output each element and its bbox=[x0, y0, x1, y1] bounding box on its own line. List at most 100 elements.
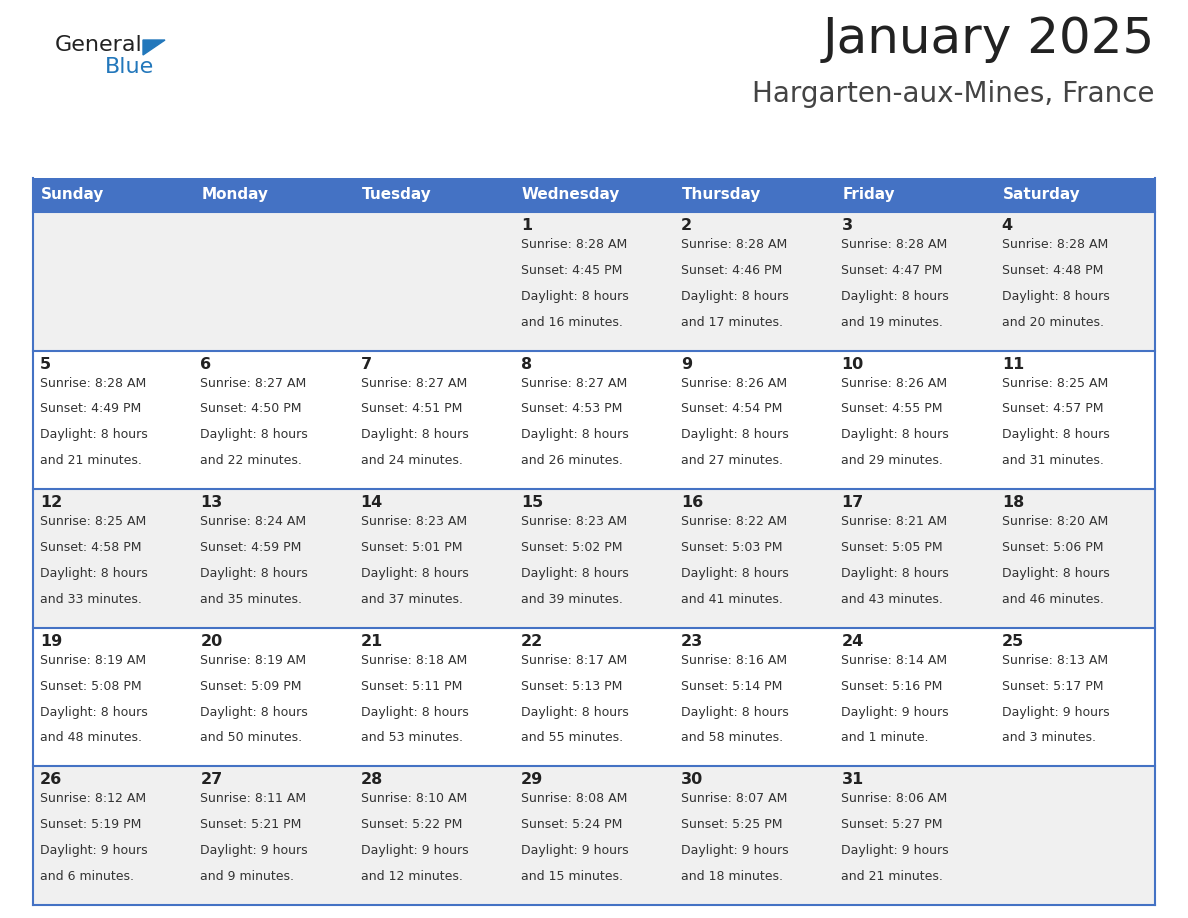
Text: Daylight: 9 hours: Daylight: 9 hours bbox=[40, 845, 147, 857]
Text: 3: 3 bbox=[841, 218, 853, 233]
Text: Saturday: Saturday bbox=[1003, 187, 1080, 203]
Text: 5: 5 bbox=[40, 356, 51, 372]
Text: Monday: Monday bbox=[201, 187, 268, 203]
Text: Sunset: 5:13 PM: Sunset: 5:13 PM bbox=[520, 679, 623, 693]
Text: Sunrise: 8:19 AM: Sunrise: 8:19 AM bbox=[40, 654, 146, 666]
Text: and 50 minutes.: and 50 minutes. bbox=[201, 732, 303, 744]
Text: 22: 22 bbox=[520, 633, 543, 649]
Text: Sunset: 5:17 PM: Sunset: 5:17 PM bbox=[1001, 679, 1104, 693]
Text: Daylight: 9 hours: Daylight: 9 hours bbox=[201, 845, 308, 857]
Text: Sunrise: 8:28 AM: Sunrise: 8:28 AM bbox=[520, 238, 627, 251]
Text: Daylight: 8 hours: Daylight: 8 hours bbox=[681, 290, 789, 303]
Text: Sunset: 5:01 PM: Sunset: 5:01 PM bbox=[361, 541, 462, 554]
Text: Daylight: 8 hours: Daylight: 8 hours bbox=[201, 706, 308, 719]
Text: Daylight: 8 hours: Daylight: 8 hours bbox=[361, 567, 468, 580]
Text: Sunset: 5:06 PM: Sunset: 5:06 PM bbox=[1001, 541, 1104, 554]
Bar bbox=[33, 351, 1155, 489]
Text: Sunrise: 8:28 AM: Sunrise: 8:28 AM bbox=[841, 238, 948, 251]
Text: Sunrise: 8:18 AM: Sunrise: 8:18 AM bbox=[361, 654, 467, 666]
Text: Sunrise: 8:24 AM: Sunrise: 8:24 AM bbox=[201, 515, 307, 528]
Text: Sunset: 4:57 PM: Sunset: 4:57 PM bbox=[1001, 402, 1104, 416]
Text: 16: 16 bbox=[681, 495, 703, 510]
Text: and 1 minute.: and 1 minute. bbox=[841, 732, 929, 744]
Bar bbox=[994, 178, 1155, 212]
Text: Sunset: 4:45 PM: Sunset: 4:45 PM bbox=[520, 263, 623, 277]
Text: 28: 28 bbox=[361, 772, 383, 788]
Text: Sunset: 4:49 PM: Sunset: 4:49 PM bbox=[40, 402, 141, 416]
Text: 15: 15 bbox=[520, 495, 543, 510]
Bar bbox=[33, 628, 1155, 767]
Text: Sunset: 4:46 PM: Sunset: 4:46 PM bbox=[681, 263, 783, 277]
Text: 7: 7 bbox=[361, 356, 372, 372]
Text: Sunset: 5:21 PM: Sunset: 5:21 PM bbox=[201, 818, 302, 832]
Text: and 35 minutes.: and 35 minutes. bbox=[201, 593, 302, 606]
Text: Sunrise: 8:07 AM: Sunrise: 8:07 AM bbox=[681, 792, 788, 805]
Text: Sunday: Sunday bbox=[42, 187, 105, 203]
Text: Sunset: 5:09 PM: Sunset: 5:09 PM bbox=[201, 679, 302, 693]
Text: Sunset: 5:11 PM: Sunset: 5:11 PM bbox=[361, 679, 462, 693]
Text: 17: 17 bbox=[841, 495, 864, 510]
Text: 24: 24 bbox=[841, 633, 864, 649]
Text: Sunset: 4:51 PM: Sunset: 4:51 PM bbox=[361, 402, 462, 416]
Text: 29: 29 bbox=[520, 772, 543, 788]
Text: Sunrise: 8:14 AM: Sunrise: 8:14 AM bbox=[841, 654, 948, 666]
Text: 30: 30 bbox=[681, 772, 703, 788]
Text: 18: 18 bbox=[1001, 495, 1024, 510]
Text: Daylight: 9 hours: Daylight: 9 hours bbox=[841, 845, 949, 857]
Bar bbox=[834, 178, 994, 212]
Text: Daylight: 9 hours: Daylight: 9 hours bbox=[681, 845, 789, 857]
Bar bbox=[33, 178, 194, 212]
Text: Sunrise: 8:27 AM: Sunrise: 8:27 AM bbox=[361, 376, 467, 389]
Text: Sunset: 5:05 PM: Sunset: 5:05 PM bbox=[841, 541, 943, 554]
Text: 6: 6 bbox=[201, 356, 211, 372]
Text: Sunrise: 8:27 AM: Sunrise: 8:27 AM bbox=[520, 376, 627, 389]
Text: and 27 minutes.: and 27 minutes. bbox=[681, 454, 783, 467]
Text: and 29 minutes.: and 29 minutes. bbox=[841, 454, 943, 467]
Text: and 15 minutes.: and 15 minutes. bbox=[520, 870, 623, 883]
Text: Sunrise: 8:08 AM: Sunrise: 8:08 AM bbox=[520, 792, 627, 805]
Text: 11: 11 bbox=[1001, 356, 1024, 372]
Text: and 24 minutes.: and 24 minutes. bbox=[361, 454, 462, 467]
Polygon shape bbox=[143, 40, 165, 55]
Text: Sunset: 4:58 PM: Sunset: 4:58 PM bbox=[40, 541, 141, 554]
Text: Sunrise: 8:23 AM: Sunrise: 8:23 AM bbox=[520, 515, 627, 528]
Bar bbox=[33, 767, 1155, 905]
Text: 12: 12 bbox=[40, 495, 62, 510]
Text: Daylight: 8 hours: Daylight: 8 hours bbox=[520, 429, 628, 442]
Text: 31: 31 bbox=[841, 772, 864, 788]
Bar bbox=[33, 489, 1155, 628]
Text: Sunset: 5:19 PM: Sunset: 5:19 PM bbox=[40, 818, 141, 832]
Text: and 46 minutes.: and 46 minutes. bbox=[1001, 593, 1104, 606]
Text: Wednesday: Wednesday bbox=[522, 187, 620, 203]
Text: Sunset: 4:53 PM: Sunset: 4:53 PM bbox=[520, 402, 623, 416]
Text: Daylight: 8 hours: Daylight: 8 hours bbox=[40, 706, 147, 719]
Text: 13: 13 bbox=[201, 495, 222, 510]
Text: Daylight: 8 hours: Daylight: 8 hours bbox=[201, 429, 308, 442]
Text: Sunset: 5:03 PM: Sunset: 5:03 PM bbox=[681, 541, 783, 554]
Text: 25: 25 bbox=[1001, 633, 1024, 649]
Text: Daylight: 8 hours: Daylight: 8 hours bbox=[841, 567, 949, 580]
Text: Sunrise: 8:13 AM: Sunrise: 8:13 AM bbox=[1001, 654, 1108, 666]
Text: 26: 26 bbox=[40, 772, 62, 788]
Text: Sunrise: 8:27 AM: Sunrise: 8:27 AM bbox=[201, 376, 307, 389]
Text: Sunrise: 8:16 AM: Sunrise: 8:16 AM bbox=[681, 654, 788, 666]
Text: Sunrise: 8:23 AM: Sunrise: 8:23 AM bbox=[361, 515, 467, 528]
Text: 27: 27 bbox=[201, 772, 222, 788]
Text: General: General bbox=[55, 35, 143, 55]
Text: 10: 10 bbox=[841, 356, 864, 372]
Text: Daylight: 9 hours: Daylight: 9 hours bbox=[520, 845, 628, 857]
Text: Sunrise: 8:11 AM: Sunrise: 8:11 AM bbox=[201, 792, 307, 805]
Text: Daylight: 8 hours: Daylight: 8 hours bbox=[681, 429, 789, 442]
Text: Sunset: 5:08 PM: Sunset: 5:08 PM bbox=[40, 679, 141, 693]
Text: Daylight: 9 hours: Daylight: 9 hours bbox=[1001, 706, 1110, 719]
Text: Sunset: 5:02 PM: Sunset: 5:02 PM bbox=[520, 541, 623, 554]
Text: 19: 19 bbox=[40, 633, 62, 649]
Text: and 55 minutes.: and 55 minutes. bbox=[520, 732, 623, 744]
Text: Sunrise: 8:19 AM: Sunrise: 8:19 AM bbox=[201, 654, 307, 666]
Text: Sunset: 4:50 PM: Sunset: 4:50 PM bbox=[201, 402, 302, 416]
Text: Sunrise: 8:26 AM: Sunrise: 8:26 AM bbox=[841, 376, 948, 389]
Text: and 20 minutes.: and 20 minutes. bbox=[1001, 316, 1104, 329]
Text: Sunset: 4:59 PM: Sunset: 4:59 PM bbox=[201, 541, 302, 554]
Text: 23: 23 bbox=[681, 633, 703, 649]
Text: and 12 minutes.: and 12 minutes. bbox=[361, 870, 462, 883]
